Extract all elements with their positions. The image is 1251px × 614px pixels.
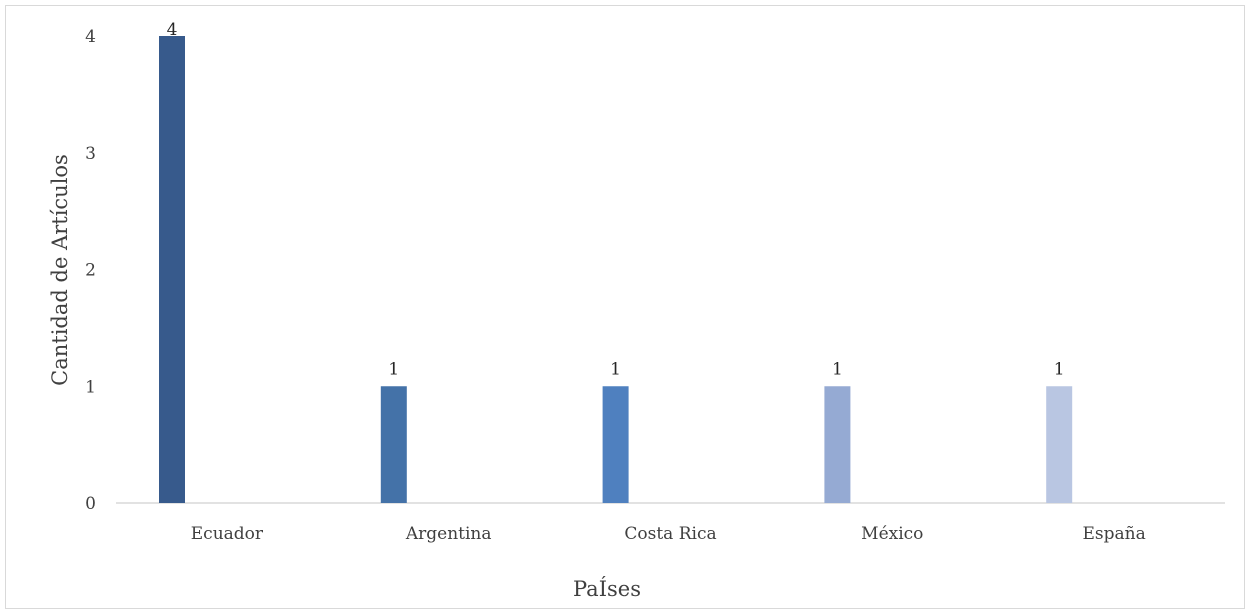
bar-costa-rica bbox=[602, 386, 629, 503]
y-tick-label: 1 bbox=[85, 377, 96, 397]
data-label: 1 bbox=[832, 359, 843, 379]
y-tick-label: 2 bbox=[85, 261, 96, 281]
x-tick-label: México bbox=[861, 524, 923, 544]
chart-frame bbox=[5, 5, 1245, 609]
bars bbox=[159, 36, 1073, 503]
bar-españa bbox=[1046, 386, 1073, 503]
y-tick-label: 0 bbox=[85, 494, 96, 514]
y-tick-label: 4 bbox=[85, 27, 96, 47]
x-tick-label: España bbox=[1082, 524, 1145, 544]
category-labels: Ecuador Argentina Costa Rica México España bbox=[191, 524, 1146, 544]
x-tick-label: Ecuador bbox=[191, 524, 264, 544]
data-label: 1 bbox=[1054, 359, 1065, 379]
x-axis-title: PaÍses bbox=[573, 577, 641, 601]
x-tick-label: Costa Rica bbox=[624, 524, 716, 544]
bar-méxico bbox=[824, 386, 851, 503]
y-axis-ticks: 0 1 2 3 4 bbox=[85, 27, 96, 514]
x-tick-label: Argentina bbox=[405, 524, 492, 544]
bar-ecuador bbox=[159, 36, 185, 503]
bar-argentina bbox=[380, 386, 407, 503]
value-labels: 4 1 1 1 1 bbox=[167, 20, 1065, 379]
data-label: 4 bbox=[167, 20, 178, 40]
data-label: 1 bbox=[388, 359, 399, 379]
data-label: 1 bbox=[610, 359, 621, 379]
y-tick-label: 3 bbox=[85, 144, 96, 164]
y-axis-title: Cantidad de Artículos bbox=[48, 154, 72, 386]
